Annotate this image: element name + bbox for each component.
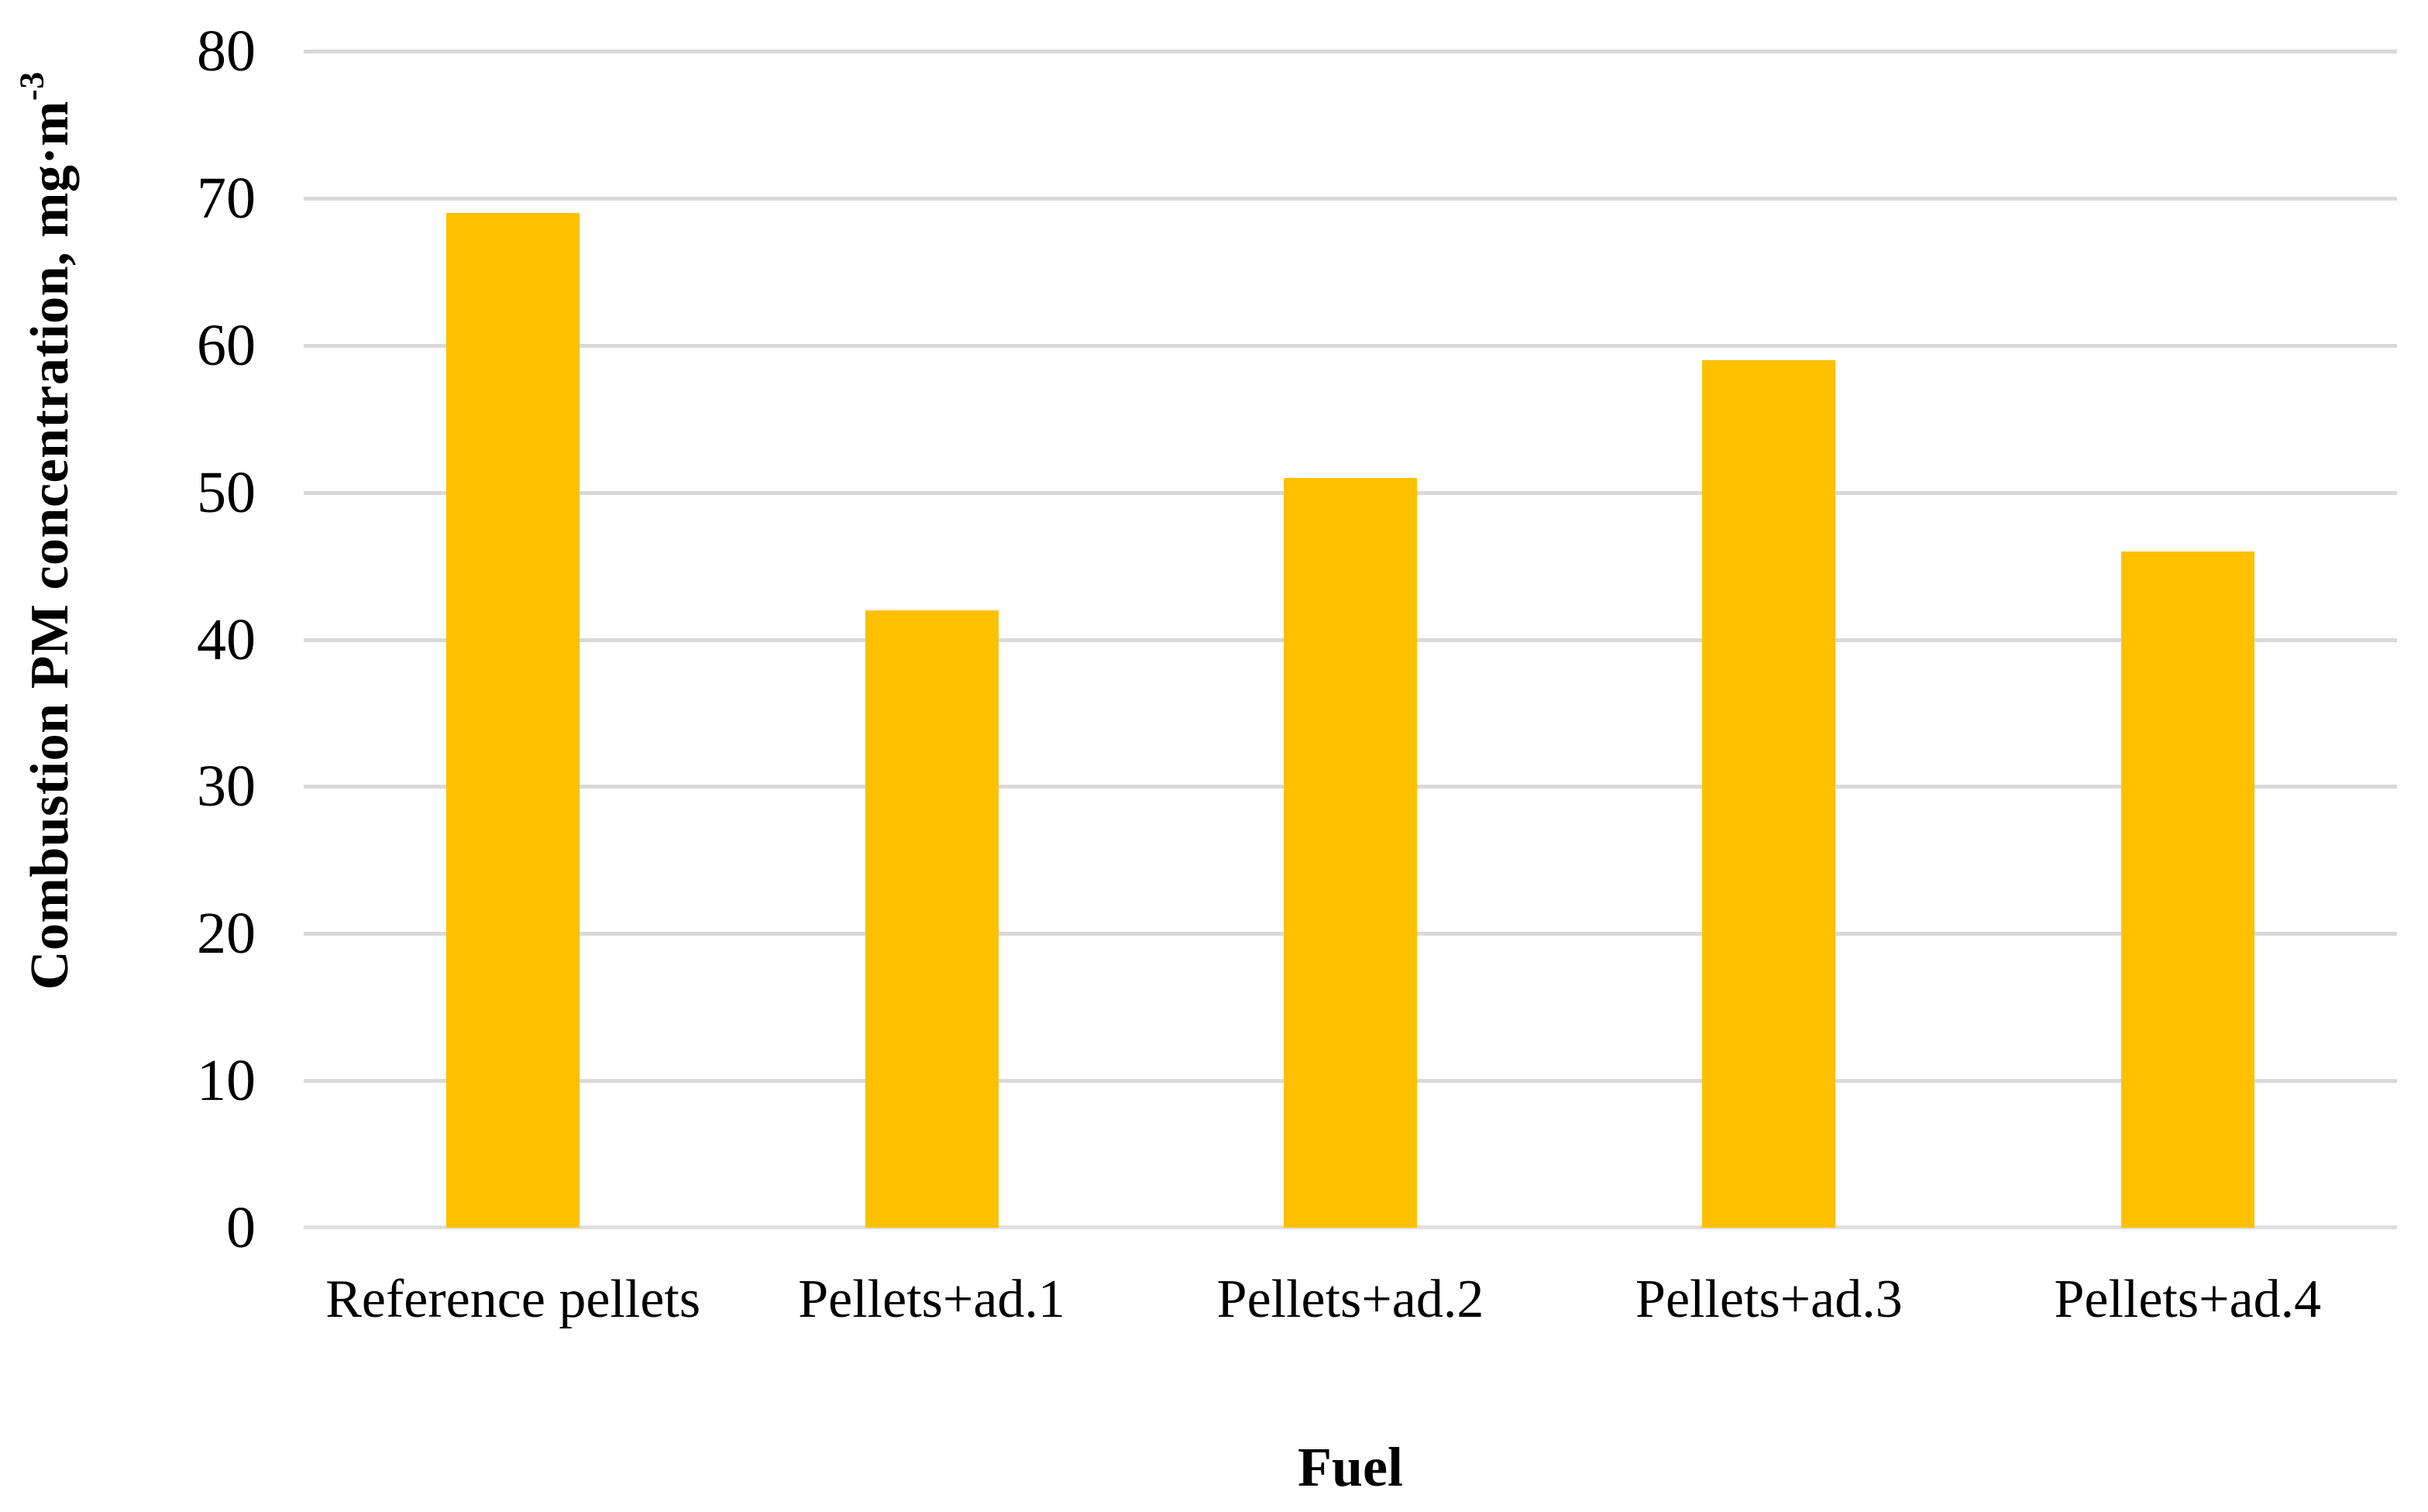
y-tick-label-40: 40 bbox=[197, 607, 256, 672]
y-tick-label-70: 70 bbox=[197, 165, 256, 231]
category-label-reference-pellets: Reference pellets bbox=[325, 1270, 701, 1329]
bar-pellets-ad-2 bbox=[1284, 477, 1417, 1228]
y-tick-label-80: 80 bbox=[197, 19, 256, 84]
bar-pellets-ad-4 bbox=[2120, 551, 2254, 1228]
category-label-pellets-ad-4: Pellets+ad.4 bbox=[2054, 1270, 2322, 1329]
y-tick-label-10: 10 bbox=[197, 1048, 256, 1114]
category-label-pellets-ad-1: Pellets+ad.1 bbox=[798, 1270, 1065, 1329]
y-tick-label-30: 30 bbox=[197, 754, 256, 820]
y-tick-label-0: 0 bbox=[226, 1195, 256, 1260]
bar-pellets-ad-3 bbox=[1702, 359, 1836, 1228]
y-axis-title-main: Combustion PM concentration, mg·m bbox=[20, 100, 81, 990]
bar-reference-pellets bbox=[446, 212, 580, 1228]
gridline-60 bbox=[304, 343, 2397, 348]
gridline-80 bbox=[304, 50, 2397, 53]
gridline-70 bbox=[304, 196, 2397, 201]
category-label-pellets-ad-2: Pellets+ad.2 bbox=[1216, 1270, 1484, 1329]
y-tick-label-20: 20 bbox=[197, 901, 256, 967]
bar-pellets-ad-1 bbox=[865, 610, 999, 1228]
y-tick-label-50: 50 bbox=[197, 459, 256, 525]
y-tick-label-60: 60 bbox=[197, 312, 256, 378]
x-axis-title: Fuel bbox=[1298, 1436, 1403, 1498]
category-label-pellets-ad-3: Pellets+ad.3 bbox=[1635, 1270, 1903, 1329]
plot-area bbox=[304, 50, 2397, 1229]
